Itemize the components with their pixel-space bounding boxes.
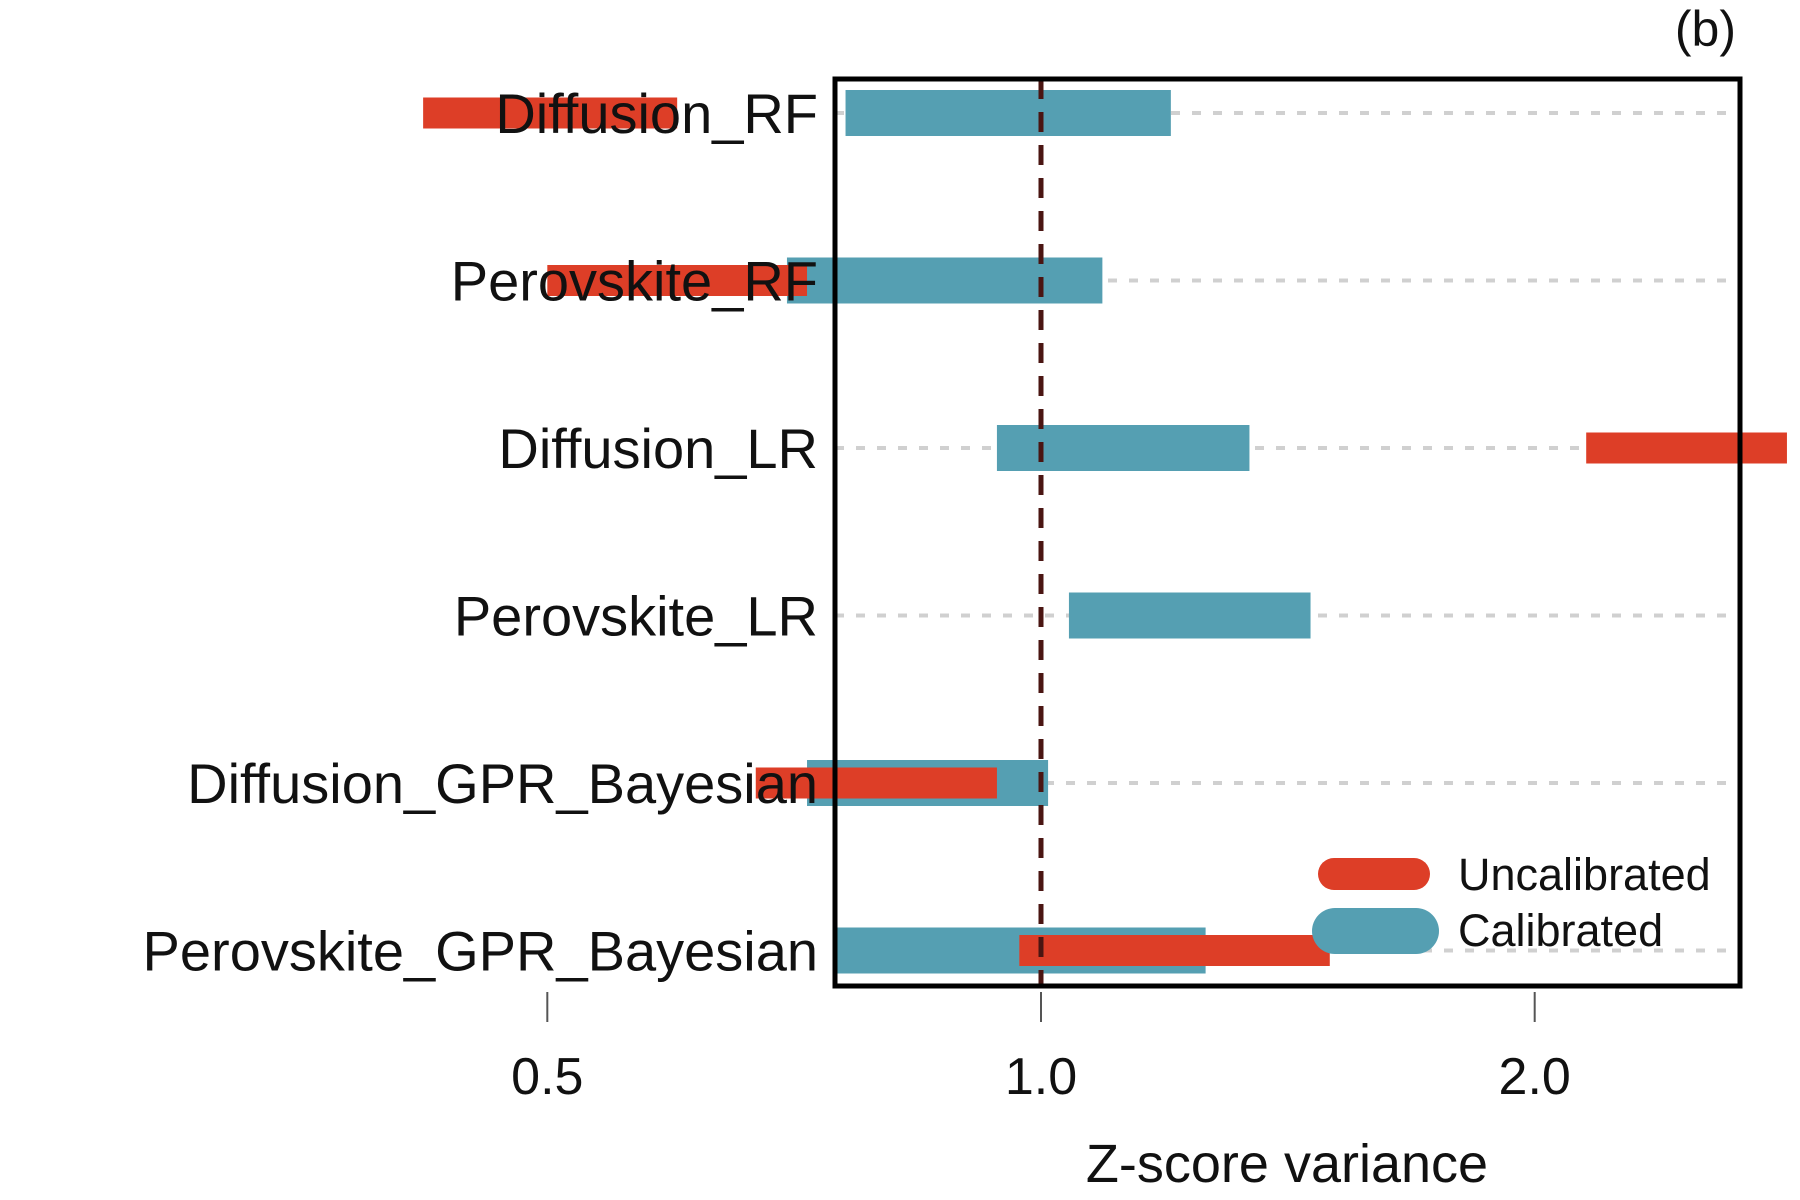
bar-calibrated-diffusion-rf bbox=[845, 90, 1171, 136]
legend-swatch-uncalibrated bbox=[1318, 858, 1430, 890]
legend-label-calibrated: Calibrated bbox=[1458, 905, 1663, 956]
category-label-perovskite-lr: Perovskite_LR bbox=[454, 585, 818, 648]
bar-uncalibrated-diffusion-gpr-bayesian bbox=[755, 767, 997, 799]
category-label-diffusion-rf: Diffusion_RF bbox=[495, 82, 818, 145]
x-tick-label-0-5: 0.5 bbox=[511, 1048, 583, 1106]
panel-label: (b) bbox=[1675, 1, 1736, 57]
category-label-diffusion-gpr-bayesian: Diffusion_GPR_Bayesian bbox=[187, 752, 818, 815]
legend-label-uncalibrated: Uncalibrated bbox=[1458, 849, 1711, 900]
legend-swatch-calibrated bbox=[1312, 908, 1439, 954]
category-label-perovskite-gpr-bayesian: Perovskite_GPR_Bayesian bbox=[143, 920, 818, 983]
bar-calibrated-diffusion-lr bbox=[996, 425, 1250, 471]
plot-frame bbox=[832, 76, 1743, 989]
legend: Uncalibrated Calibrated bbox=[1312, 849, 1711, 956]
bar-uncalibrated-diffusion-rf bbox=[423, 97, 678, 129]
x-tick-label-2: 2.0 bbox=[1499, 1048, 1571, 1106]
bar-uncalibrated-perovskite-rf bbox=[547, 265, 808, 296]
x-tick-label-1: 1.0 bbox=[1005, 1048, 1077, 1106]
bar-calibrated-perovskite-lr bbox=[1068, 592, 1311, 639]
bar-layer bbox=[423, 79, 1787, 986]
bar-calibrated-perovskite-rf bbox=[786, 257, 1103, 304]
axis-layer: Diffusion_RF Perovskite_RF Diffusion_LR Per… bbox=[143, 82, 1571, 1106]
category-label-perovskite-rf: Perovskite_RF bbox=[451, 250, 818, 313]
x-axis-title: Z-score variance bbox=[1086, 1134, 1488, 1194]
category-label-diffusion-lr: Diffusion_LR bbox=[498, 417, 818, 480]
bar-uncalibrated-perovskite-gpr-bayesian bbox=[1019, 935, 1330, 966]
bar-uncalibrated-diffusion-lr bbox=[1586, 432, 1787, 464]
